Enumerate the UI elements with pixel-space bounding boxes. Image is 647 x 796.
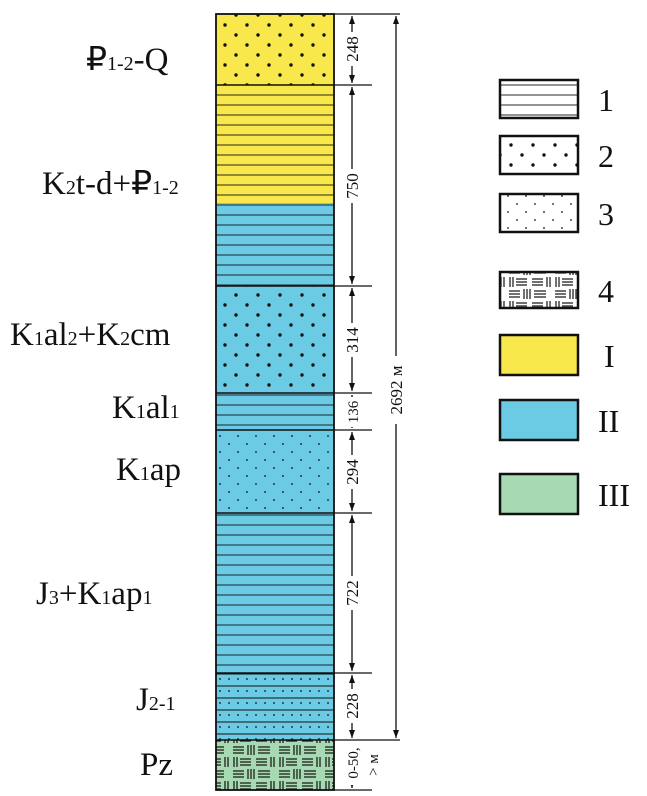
age-label: ₽1-2-Q <box>86 42 169 78</box>
thickness-label: 314 <box>343 327 362 353</box>
legend-item: II <box>498 398 619 442</box>
thickness-labels: 248 750 314 136 294 722 228 0-50, <box>343 32 406 785</box>
layer-pattern-coarse-dots <box>216 14 334 85</box>
legend-swatch-zone-III <box>498 472 580 516</box>
layer-pattern-fine-dots <box>216 430 334 513</box>
layer-pattern-lines-dots <box>216 673 334 740</box>
legend-label: 2 <box>598 138 614 174</box>
legend-item: 3 <box>498 192 614 234</box>
thickness-unit-label: > м <box>366 754 382 776</box>
legend-item: III <box>498 472 630 516</box>
stratigraphic-column <box>215 13 335 791</box>
thickness-label: 248 <box>343 36 362 62</box>
legend-swatch-lines <box>498 78 580 120</box>
thickness-label: 0-50, <box>346 747 362 778</box>
legend-swatch-coarse-dots <box>498 134 580 176</box>
layer-pattern-lines <box>216 513 334 673</box>
age-label: K1al2+K2cm <box>10 317 171 353</box>
age-label: K2t-d+₽1-2 <box>42 166 179 202</box>
column-outline <box>215 13 335 791</box>
legend-item: I <box>498 333 615 377</box>
legend-label: 3 <box>598 196 614 232</box>
thickness-label: 722 <box>343 580 362 606</box>
legend-swatch-fine-dots <box>498 192 580 234</box>
layer-boundaries <box>216 84 334 741</box>
total-thickness-label: 2692 м <box>387 365 406 414</box>
legend-label: 1 <box>598 82 614 118</box>
age-label: J2-1 <box>136 682 176 718</box>
layer-pattern-coarse-dots <box>216 286 334 393</box>
age-label: K1al1 <box>112 390 180 426</box>
layer-pattern-lines <box>216 85 334 286</box>
age-label: Pz <box>140 747 173 783</box>
age-label: J3+K1ap1 <box>36 576 152 612</box>
legend-label: II <box>598 403 619 439</box>
legend-swatch-zone-I <box>498 333 580 377</box>
thickness-label: 136 <box>346 400 362 423</box>
layer-pattern-lines <box>216 393 334 430</box>
thickness-label: 294 <box>343 459 362 485</box>
legend: 1 2 3 4 I II III <box>498 78 630 516</box>
legend-item: 4 <box>498 270 614 310</box>
age-labels: ₽1-2-Q K2t-d+₽1-2 K1al2+K2cm K1al1 K1ap … <box>10 42 181 783</box>
thickness-label: 228 <box>343 693 362 719</box>
legend-label: 4 <box>598 273 614 309</box>
legend-label: I <box>604 338 615 374</box>
legend-item: 1 <box>498 78 614 120</box>
layer-pattern-crystalline <box>216 740 334 790</box>
legend-item: 2 <box>498 134 614 176</box>
age-label: K1ap <box>116 452 181 488</box>
legend-label: III <box>598 477 630 513</box>
legend-swatch-zone-II <box>498 398 580 442</box>
thickness-label: 750 <box>343 173 362 199</box>
